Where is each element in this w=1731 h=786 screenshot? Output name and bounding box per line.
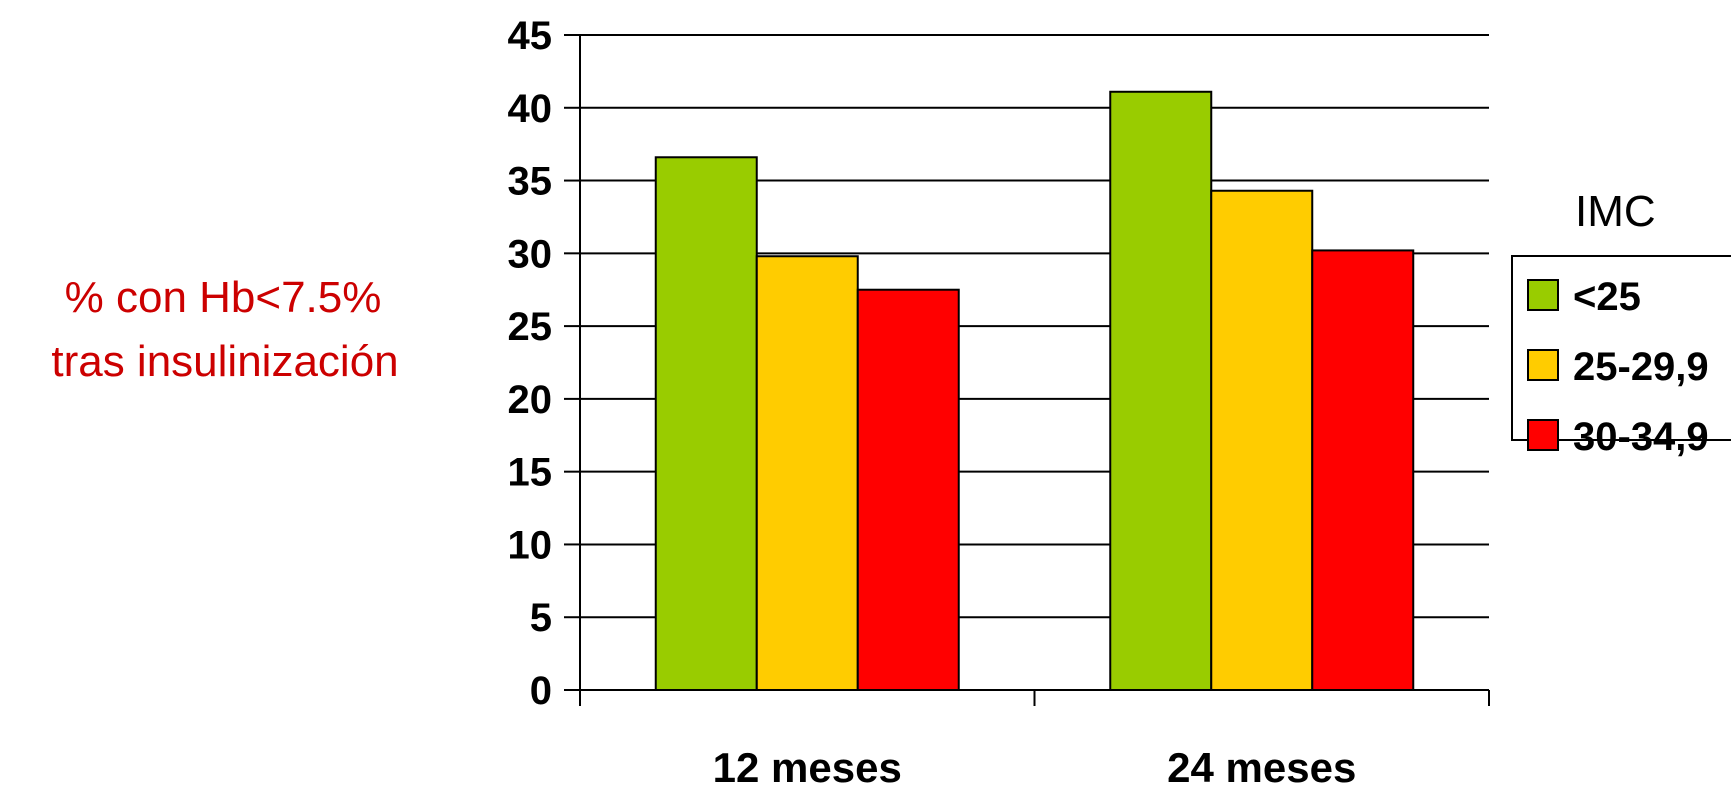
- y-axis-ticks: 0 5 10 15 20 25 30 35 40 45: [508, 14, 580, 713]
- legend-swatch: [1527, 349, 1559, 381]
- bar: [1109, 90, 1213, 692]
- bar: [755, 255, 859, 691]
- bars: [654, 90, 1415, 692]
- y-tick-label: 10: [508, 523, 553, 567]
- legend-entry-label: 25-29,9: [1573, 345, 1709, 389]
- x-axis-categories: 12 meses 24 meses: [713, 744, 1357, 786]
- y-tick-label: 20: [508, 378, 553, 422]
- legend: IMC <25 25-29,9 30-34,9: [1511, 187, 1731, 459]
- bar: [1210, 189, 1314, 691]
- legend-swatch: [1527, 419, 1559, 451]
- x-category-label: 12 meses: [713, 744, 902, 786]
- bar: [654, 156, 758, 691]
- legend-swatch: [1527, 279, 1559, 311]
- y-tick-label: 25: [508, 305, 553, 349]
- legend-items: <25 25-29,9 30-34,9: [1527, 275, 1709, 459]
- y-tick-label: 5: [530, 596, 552, 640]
- y-axis-label-line-2: tras insulinización: [51, 337, 398, 386]
- y-tick-label: 30: [508, 232, 553, 276]
- bar: [856, 288, 960, 691]
- y-tick-label: 45: [508, 14, 553, 58]
- legend-title: IMC: [1575, 187, 1656, 236]
- legend-entry-label: <25: [1573, 275, 1641, 319]
- axes: [579, 35, 1490, 706]
- y-tick-label: 35: [508, 160, 553, 204]
- y-tick-label: 0: [530, 669, 552, 713]
- y-tick-label: 40: [508, 87, 553, 131]
- bar: [1311, 249, 1415, 692]
- y-axis-label-line-1: % con Hb<7.5%: [65, 273, 382, 322]
- y-tick-label: 15: [508, 451, 553, 495]
- legend-entry-label: 30-34,9: [1573, 415, 1709, 459]
- x-category-label: 24 meses: [1167, 744, 1356, 786]
